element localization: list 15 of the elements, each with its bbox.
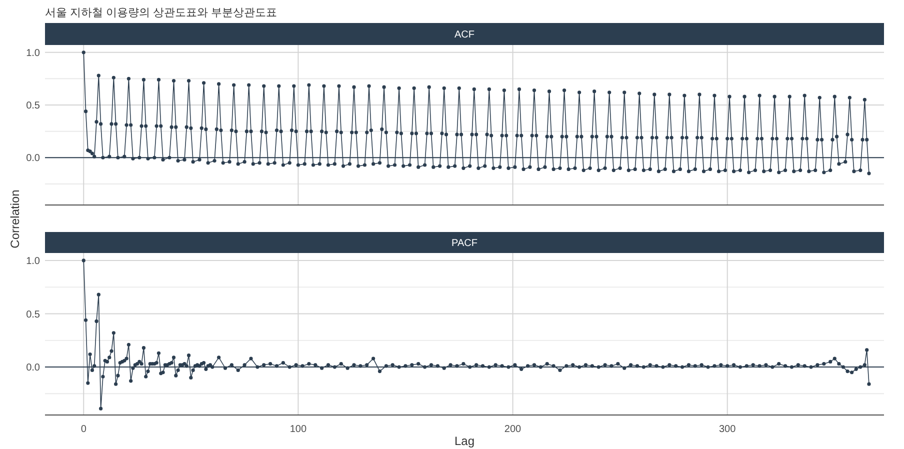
x-tick-label: 200 — [504, 424, 522, 435]
x-tick-label: 0 — [80, 424, 87, 435]
y-tick-label: 0.5 — [26, 309, 40, 320]
y-axis-title: Correlation — [8, 190, 22, 248]
chart-title: 서울 지하철 이용량의 상관도표와 부분상관도표 — [45, 7, 278, 19]
x-tick-label: 100 — [290, 424, 307, 435]
y-tick-label: 0.0 — [26, 153, 40, 164]
y-tick-label: 0.5 — [26, 100, 40, 112]
chart-title: PACF — [452, 238, 478, 249]
x-tick-label: 300 — [719, 424, 736, 435]
x-axis-title: Lag — [454, 434, 475, 448]
y-tick-label: 0.0 — [26, 362, 40, 374]
chart-subtitle: ACF — [454, 30, 474, 40]
y-tick-label: 1.0 — [26, 256, 40, 267]
y-tick-label: 1.0 — [26, 48, 40, 59]
